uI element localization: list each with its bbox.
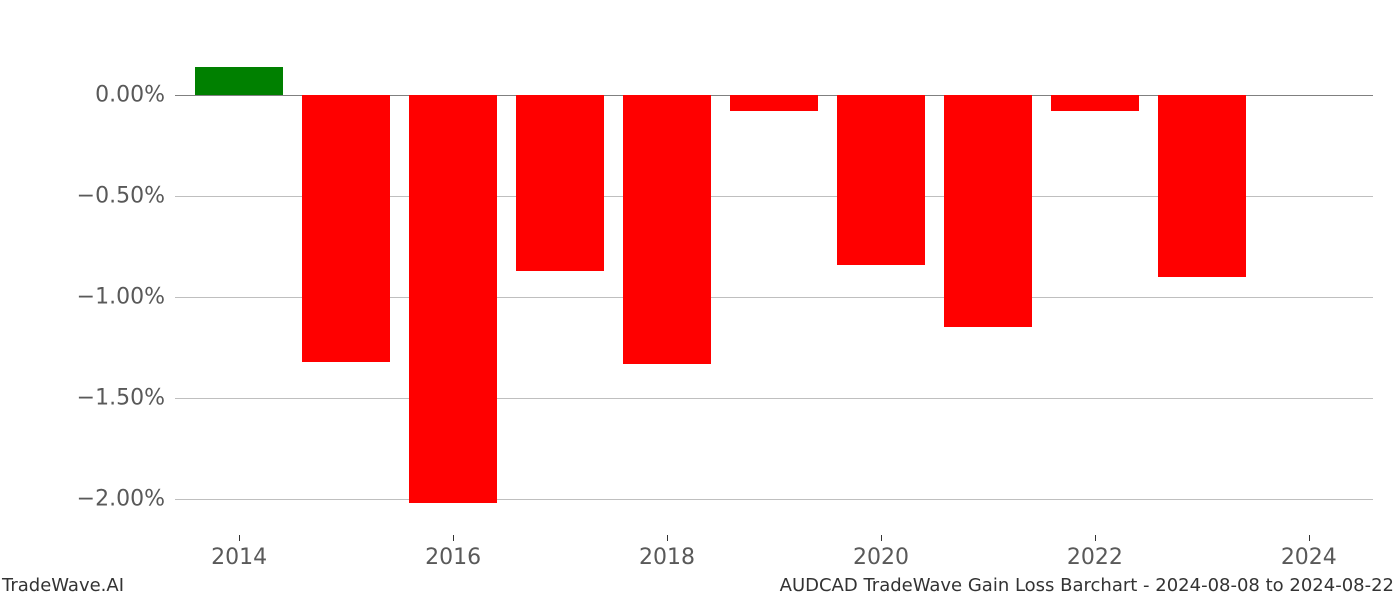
y-gridline [175,398,1373,399]
bar [195,67,283,95]
x-tick-mark [1095,535,1096,541]
footer-right-text: AUDCAD TradeWave Gain Loss Barchart - 20… [780,575,1394,596]
x-tick-label: 2020 [853,545,909,570]
x-tick-mark [881,535,882,541]
bar [1051,95,1139,111]
x-tick-label: 2014 [211,545,267,570]
x-tick-label: 2024 [1281,545,1337,570]
y-tick-label: −1.00% [77,285,175,310]
bar [730,95,818,111]
bar [623,95,711,363]
y-tick-label: −1.50% [77,385,175,410]
y-tick-label: −2.00% [77,486,175,511]
bar [837,95,925,264]
x-tick-mark [453,535,454,541]
footer-left-text: TradeWave.AI [2,575,124,596]
x-tick-label: 2016 [425,545,481,570]
bar [1158,95,1246,277]
x-tick-label: 2018 [639,545,695,570]
x-tick-label: 2022 [1067,545,1123,570]
bar [302,95,390,361]
gain-loss-barchart: 0.00% −0.50% −1.00% −1.50% −2.00% 2014 2016 201… [0,0,1400,600]
y-tick-label: 0.00% [95,83,175,108]
plot-area: 0.00%−0.50%−1.00%−1.50%−2.00%20142016201… [175,55,1373,535]
bar [944,95,1032,327]
x-tick-mark [1309,535,1310,541]
bar [516,95,604,270]
x-tick-mark [239,535,240,541]
y-tick-label: −0.50% [77,184,175,209]
y-gridline [175,499,1373,500]
x-tick-mark [667,535,668,541]
bar [409,95,497,502]
